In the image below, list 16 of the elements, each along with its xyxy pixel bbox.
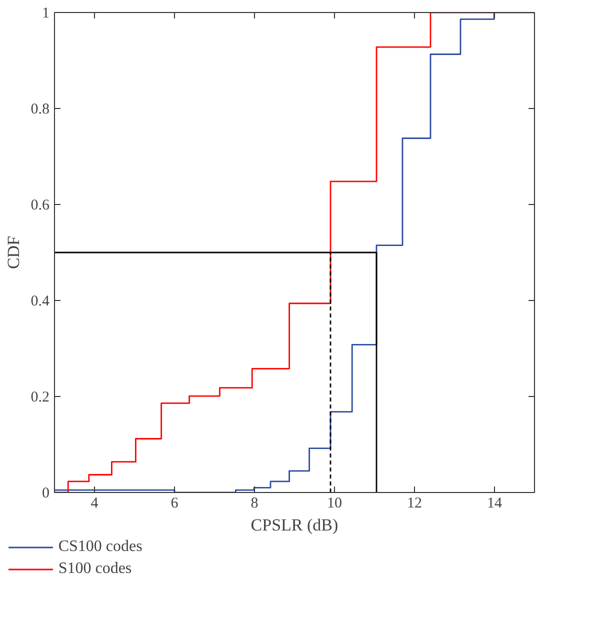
x-tick-label: 8	[250, 496, 258, 512]
y-tick-label: 0.4	[30, 294, 50, 310]
y-tick-label: 0.8	[30, 102, 50, 118]
y-axis-title: CDF	[4, 236, 23, 270]
x-tick-label: 10	[327, 496, 342, 512]
y-tick-label: 0.6	[30, 198, 50, 214]
x-tick-label: 12	[407, 496, 422, 512]
y-tick-label: 0	[42, 486, 50, 502]
y-tick-label: 0.2	[30, 390, 50, 406]
legend-label: S100 codes	[58, 560, 132, 578]
x-tick-label: 14	[487, 496, 502, 512]
y-tick-label: 1	[42, 6, 50, 22]
x-tick-label: 6	[170, 496, 179, 512]
legend-label: CS100 codes	[58, 538, 142, 556]
x-axis-title: CPSLR (dB)	[250, 516, 338, 534]
x-tick-label: 4	[90, 496, 99, 512]
